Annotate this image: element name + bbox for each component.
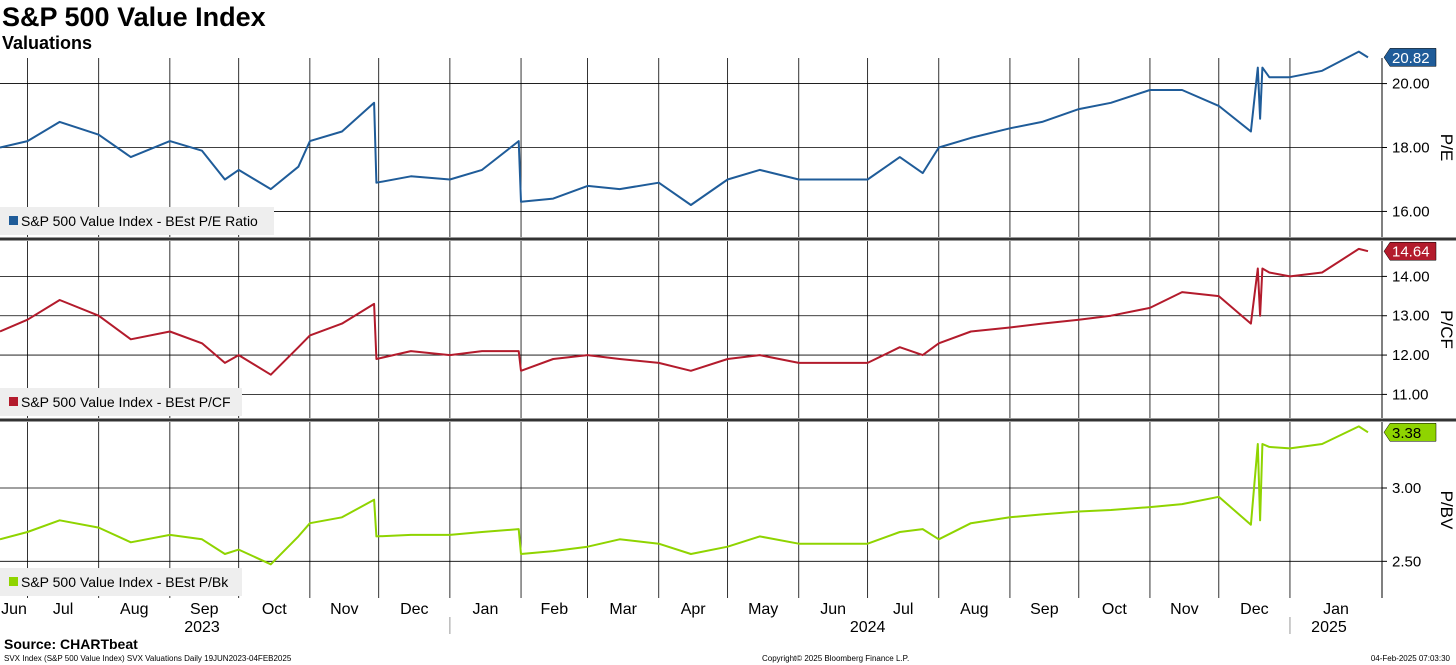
- x-month-label: Jun: [820, 601, 846, 618]
- series-line: [0, 425, 1369, 566]
- y-tick-label: 16.00: [1392, 203, 1430, 220]
- y-axis-title: P/E: [1437, 134, 1456, 161]
- series-line: [0, 247, 1369, 376]
- panel-pe: 16.00 18.00 20.00 P/E 20.82 S&P 500 Value Ind…: [0, 48, 1456, 237]
- x-month-label: Mar: [609, 601, 637, 618]
- y-tick-label: 12.00: [1392, 347, 1430, 364]
- x-year-label: 2023: [184, 619, 220, 636]
- panel-pcf: 11.00 12.00 13.00 14.00 P/CF 14.64 S&P 500 Val…: [0, 241, 1456, 418]
- x-month-label: Jan: [1323, 601, 1349, 618]
- y-tick-label: 18.00: [1392, 140, 1430, 157]
- last-value-tag: 20.82: [1383, 48, 1437, 67]
- x-month-label: Oct: [1102, 601, 1127, 618]
- x-month-label: Oct: [262, 601, 287, 618]
- source-note: Source: CHARTbeat: [4, 636, 138, 652]
- x-month-label: Sep: [1030, 601, 1059, 618]
- y-tick-label: 14.00: [1392, 268, 1430, 285]
- x-year-label: 2024: [850, 619, 886, 636]
- y-tick-label: 20.00: [1392, 76, 1430, 93]
- legend-label: S&P 500 Value Index - BEst P/E Ratio: [21, 213, 258, 229]
- x-month-label: Dec: [400, 601, 428, 618]
- x-month-label: Jun: [1, 601, 27, 618]
- x-month-label: Nov: [330, 601, 358, 618]
- legend-box: [0, 388, 242, 416]
- y-tick-label: 13.00: [1392, 308, 1430, 325]
- legend: S&P 500 Value Index - BEst P/Bk: [0, 568, 242, 596]
- last-value-tag-shape: [1383, 241, 1437, 261]
- footer-copyright: Copyright© 2025 Bloomberg Finance L.P.: [762, 654, 910, 663]
- y-tick-label: 3.00: [1392, 480, 1421, 497]
- x-month-label: Jan: [473, 601, 499, 618]
- x-month-label: Aug: [960, 601, 988, 618]
- x-month-label: Nov: [1170, 601, 1198, 618]
- x-month-label: Feb: [541, 601, 569, 618]
- series-line: [0, 50, 1369, 206]
- legend-swatch: [9, 216, 18, 225]
- y-tick-label: 2.50: [1392, 553, 1421, 570]
- y-axis-title: P/BV: [1437, 491, 1456, 530]
- legend-label: S&P 500 Value Index - BEst P/CF: [21, 394, 231, 410]
- last-value-label: 14.64: [1392, 244, 1430, 261]
- last-value-tag-shape: [1383, 48, 1437, 67]
- x-month-label: Jul: [53, 601, 73, 618]
- legend-label: S&P 500 Value Index - BEst P/Bk: [21, 574, 229, 590]
- x-month-label: Jul: [893, 601, 913, 618]
- legend-box: [0, 207, 274, 235]
- x-month-label: Aug: [120, 601, 148, 618]
- last-value-label: 3.38: [1392, 425, 1421, 442]
- panel-pbv: 2.50 3.00 P/BV 3.38 S&P 500 Value Index - BE…: [0, 422, 1456, 598]
- chart-subtitle: Valuations: [2, 33, 93, 53]
- last-value-tag-shape: [1383, 423, 1437, 442]
- y-tick-label: 11.00: [1392, 386, 1428, 403]
- footer-index-info: SVX Index (S&P 500 Value Index) SVX Valu…: [4, 654, 292, 663]
- x-month-label: Sep: [190, 601, 219, 618]
- last-value-label: 20.82: [1392, 50, 1430, 67]
- legend: S&P 500 Value Index - BEst P/E Ratio: [0, 207, 274, 235]
- legend-swatch: [9, 577, 18, 586]
- last-value-tag: 3.38: [1383, 423, 1437, 442]
- last-value-tag: 14.64: [1383, 241, 1437, 261]
- x-month-label: Dec: [1240, 601, 1268, 618]
- x-year-label: 2025: [1311, 619, 1347, 636]
- legend: S&P 500 Value Index - BEst P/CF: [0, 388, 242, 416]
- x-month-label: Apr: [681, 601, 707, 618]
- chart-title: S&P 500 Value Index: [2, 2, 266, 32]
- x-month-label: May: [748, 601, 778, 618]
- footer-timestamp: 04-Feb-2025 07:03:30: [1370, 654, 1450, 663]
- legend-box: [0, 568, 242, 596]
- y-axis-title: P/CF: [1437, 310, 1456, 349]
- legend-swatch: [9, 397, 18, 406]
